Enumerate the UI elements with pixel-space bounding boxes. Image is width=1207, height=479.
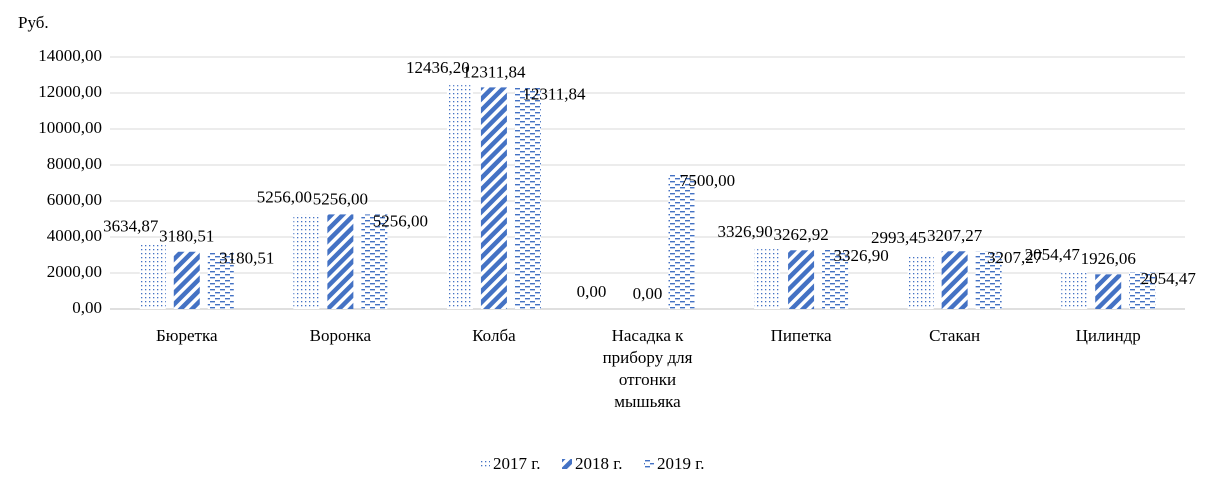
bar [293,214,320,309]
data-label: 3207,27 [927,226,983,245]
y-tick-label: 8000,00 [47,154,102,173]
data-label: 7500,00 [680,171,735,190]
bar [668,174,695,309]
bar [480,87,507,310]
bar [1061,272,1088,309]
bar [975,251,1002,309]
y-tick-label: 12000,00 [38,82,102,101]
data-label: 5256,00 [313,189,368,208]
data-label: 12436,20 [406,58,470,77]
legend-swatch [562,459,572,469]
bar [1095,274,1122,309]
legend-label: 2017 г. [493,454,541,473]
bar [173,251,200,309]
data-label: 3326,90 [833,246,888,265]
y-axis-title: Руб. [18,13,49,32]
data-label: 2054,47 [1141,269,1197,288]
x-tick-label: Бюретка [156,326,218,345]
data-label: 0,00 [633,284,663,303]
data-label: 2054,47 [1025,245,1081,264]
data-label: 1926,06 [1081,249,1136,268]
bar [754,249,781,309]
y-tick-label: 10000,00 [38,118,102,137]
data-label: 3207,27 [987,248,1043,267]
data-label: 3180,51 [159,227,214,246]
data-label: 3262,92 [773,225,828,244]
legend-swatch [480,459,490,469]
x-tick-label: Насадка к прибору для отгонки мышьяка [603,326,693,411]
x-tick-label: Колба [472,326,516,345]
y-tick-label: 6000,00 [47,190,102,209]
legend-label: 2018 г. [575,454,623,473]
data-label: 5256,00 [257,187,312,206]
x-tick-label: Цилиндр [1076,326,1141,345]
y-tick-label: 0,00 [72,298,102,317]
legend-label: 2019 г. [657,454,705,473]
data-label: 12311,84 [522,84,586,103]
y-tick-label: 4000,00 [47,226,102,245]
bar [361,214,388,309]
bar [139,243,166,309]
x-tick-label: Пипетка [771,326,832,345]
bar [327,214,354,309]
data-label: 3326,90 [717,222,772,241]
x-tick-label: Воронка [310,326,372,345]
x-tick-label: Стакан [929,326,980,345]
bar [514,87,541,310]
bar [941,251,968,309]
data-label: 5256,00 [373,211,428,230]
data-label: 3634,87 [103,216,159,235]
data-label: 12311,84 [462,62,526,81]
y-tick-label: 14000,00 [38,46,102,65]
legend-swatch [644,459,654,469]
y-tick-label: 2000,00 [47,262,102,281]
bar [907,255,934,309]
bar [207,251,234,309]
bar [1129,272,1156,309]
bar [788,250,815,309]
data-label: 2993,45 [871,228,926,247]
bar [446,85,473,309]
bar [822,249,849,309]
data-label: 3180,51 [219,249,274,268]
data-label: 0,00 [577,282,607,301]
